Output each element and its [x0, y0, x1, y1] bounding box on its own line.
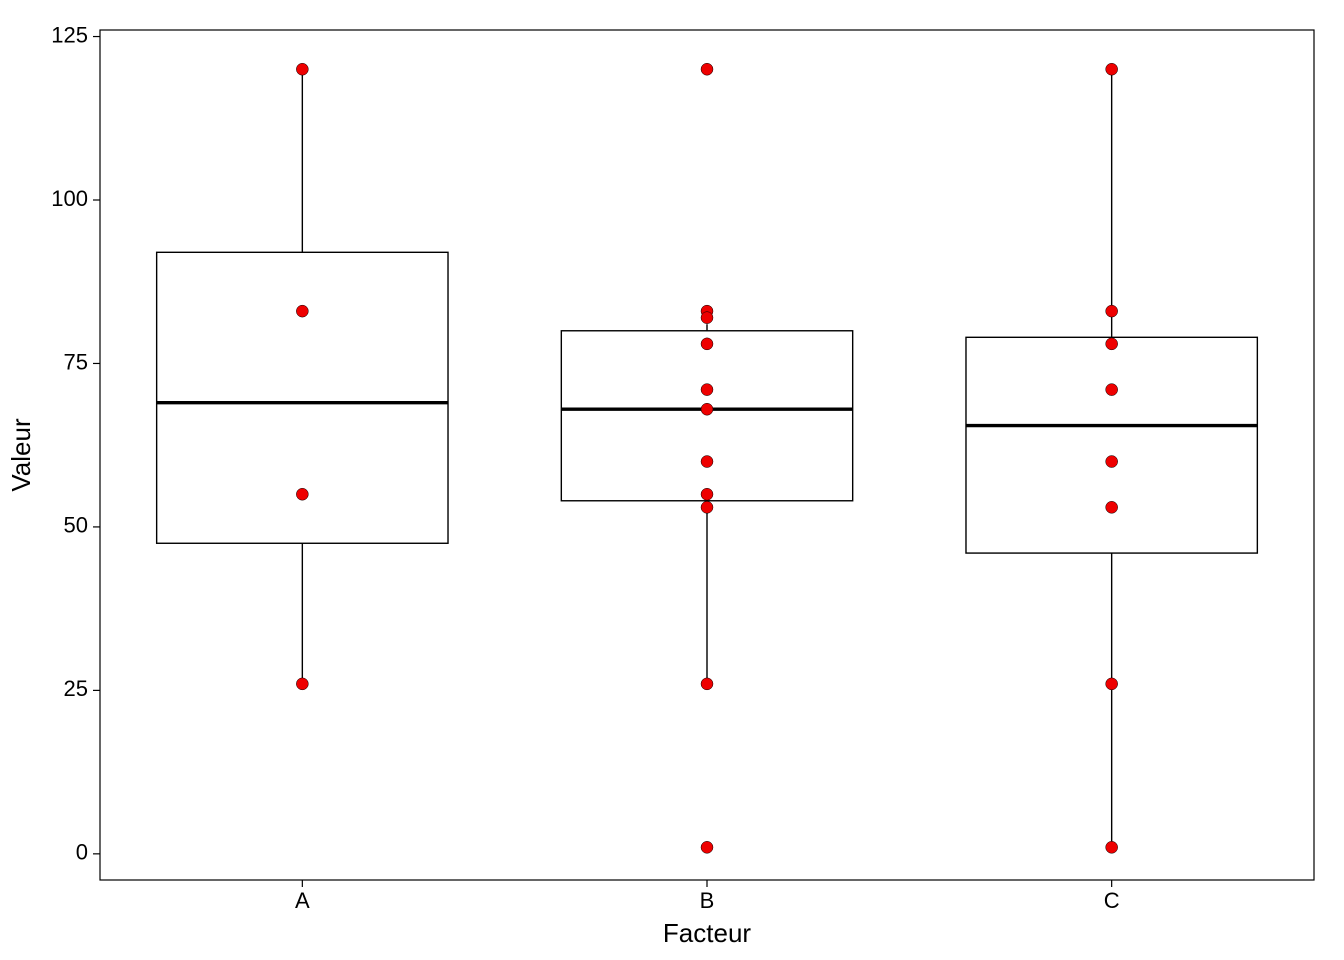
x-tick-label: B	[700, 888, 715, 913]
y-axis-label: Valeur	[6, 418, 36, 492]
y-tick-label: 0	[76, 840, 88, 865]
data-point	[1106, 338, 1118, 350]
y-tick-label: 75	[64, 349, 88, 374]
y-tick-label: 25	[64, 676, 88, 701]
data-point	[296, 63, 308, 75]
x-tick-label: A	[295, 888, 310, 913]
data-point	[701, 63, 713, 75]
y-tick-label: 125	[51, 22, 88, 47]
data-point	[1106, 841, 1118, 853]
data-point	[701, 841, 713, 853]
data-point	[1106, 501, 1118, 513]
x-axis-label: Facteur	[663, 918, 751, 948]
data-point	[1106, 305, 1118, 317]
data-point	[296, 305, 308, 317]
data-point	[701, 384, 713, 396]
data-point	[1106, 63, 1118, 75]
data-point	[296, 678, 308, 690]
data-point	[701, 338, 713, 350]
data-point	[1106, 456, 1118, 468]
x-tick-label: C	[1104, 888, 1120, 913]
y-tick-label: 50	[64, 513, 88, 538]
y-tick-label: 100	[51, 186, 88, 211]
box	[966, 337, 1257, 553]
data-point	[1106, 678, 1118, 690]
data-point	[296, 488, 308, 500]
data-point	[701, 678, 713, 690]
data-point	[701, 488, 713, 500]
data-point	[701, 403, 713, 415]
data-point	[701, 312, 713, 324]
data-point	[1106, 384, 1118, 396]
data-point	[701, 501, 713, 513]
boxplot-chart: 0 25 50 75 100 125 A B C Facteur Valeur	[0, 0, 1344, 960]
data-point	[701, 456, 713, 468]
box	[561, 331, 852, 501]
